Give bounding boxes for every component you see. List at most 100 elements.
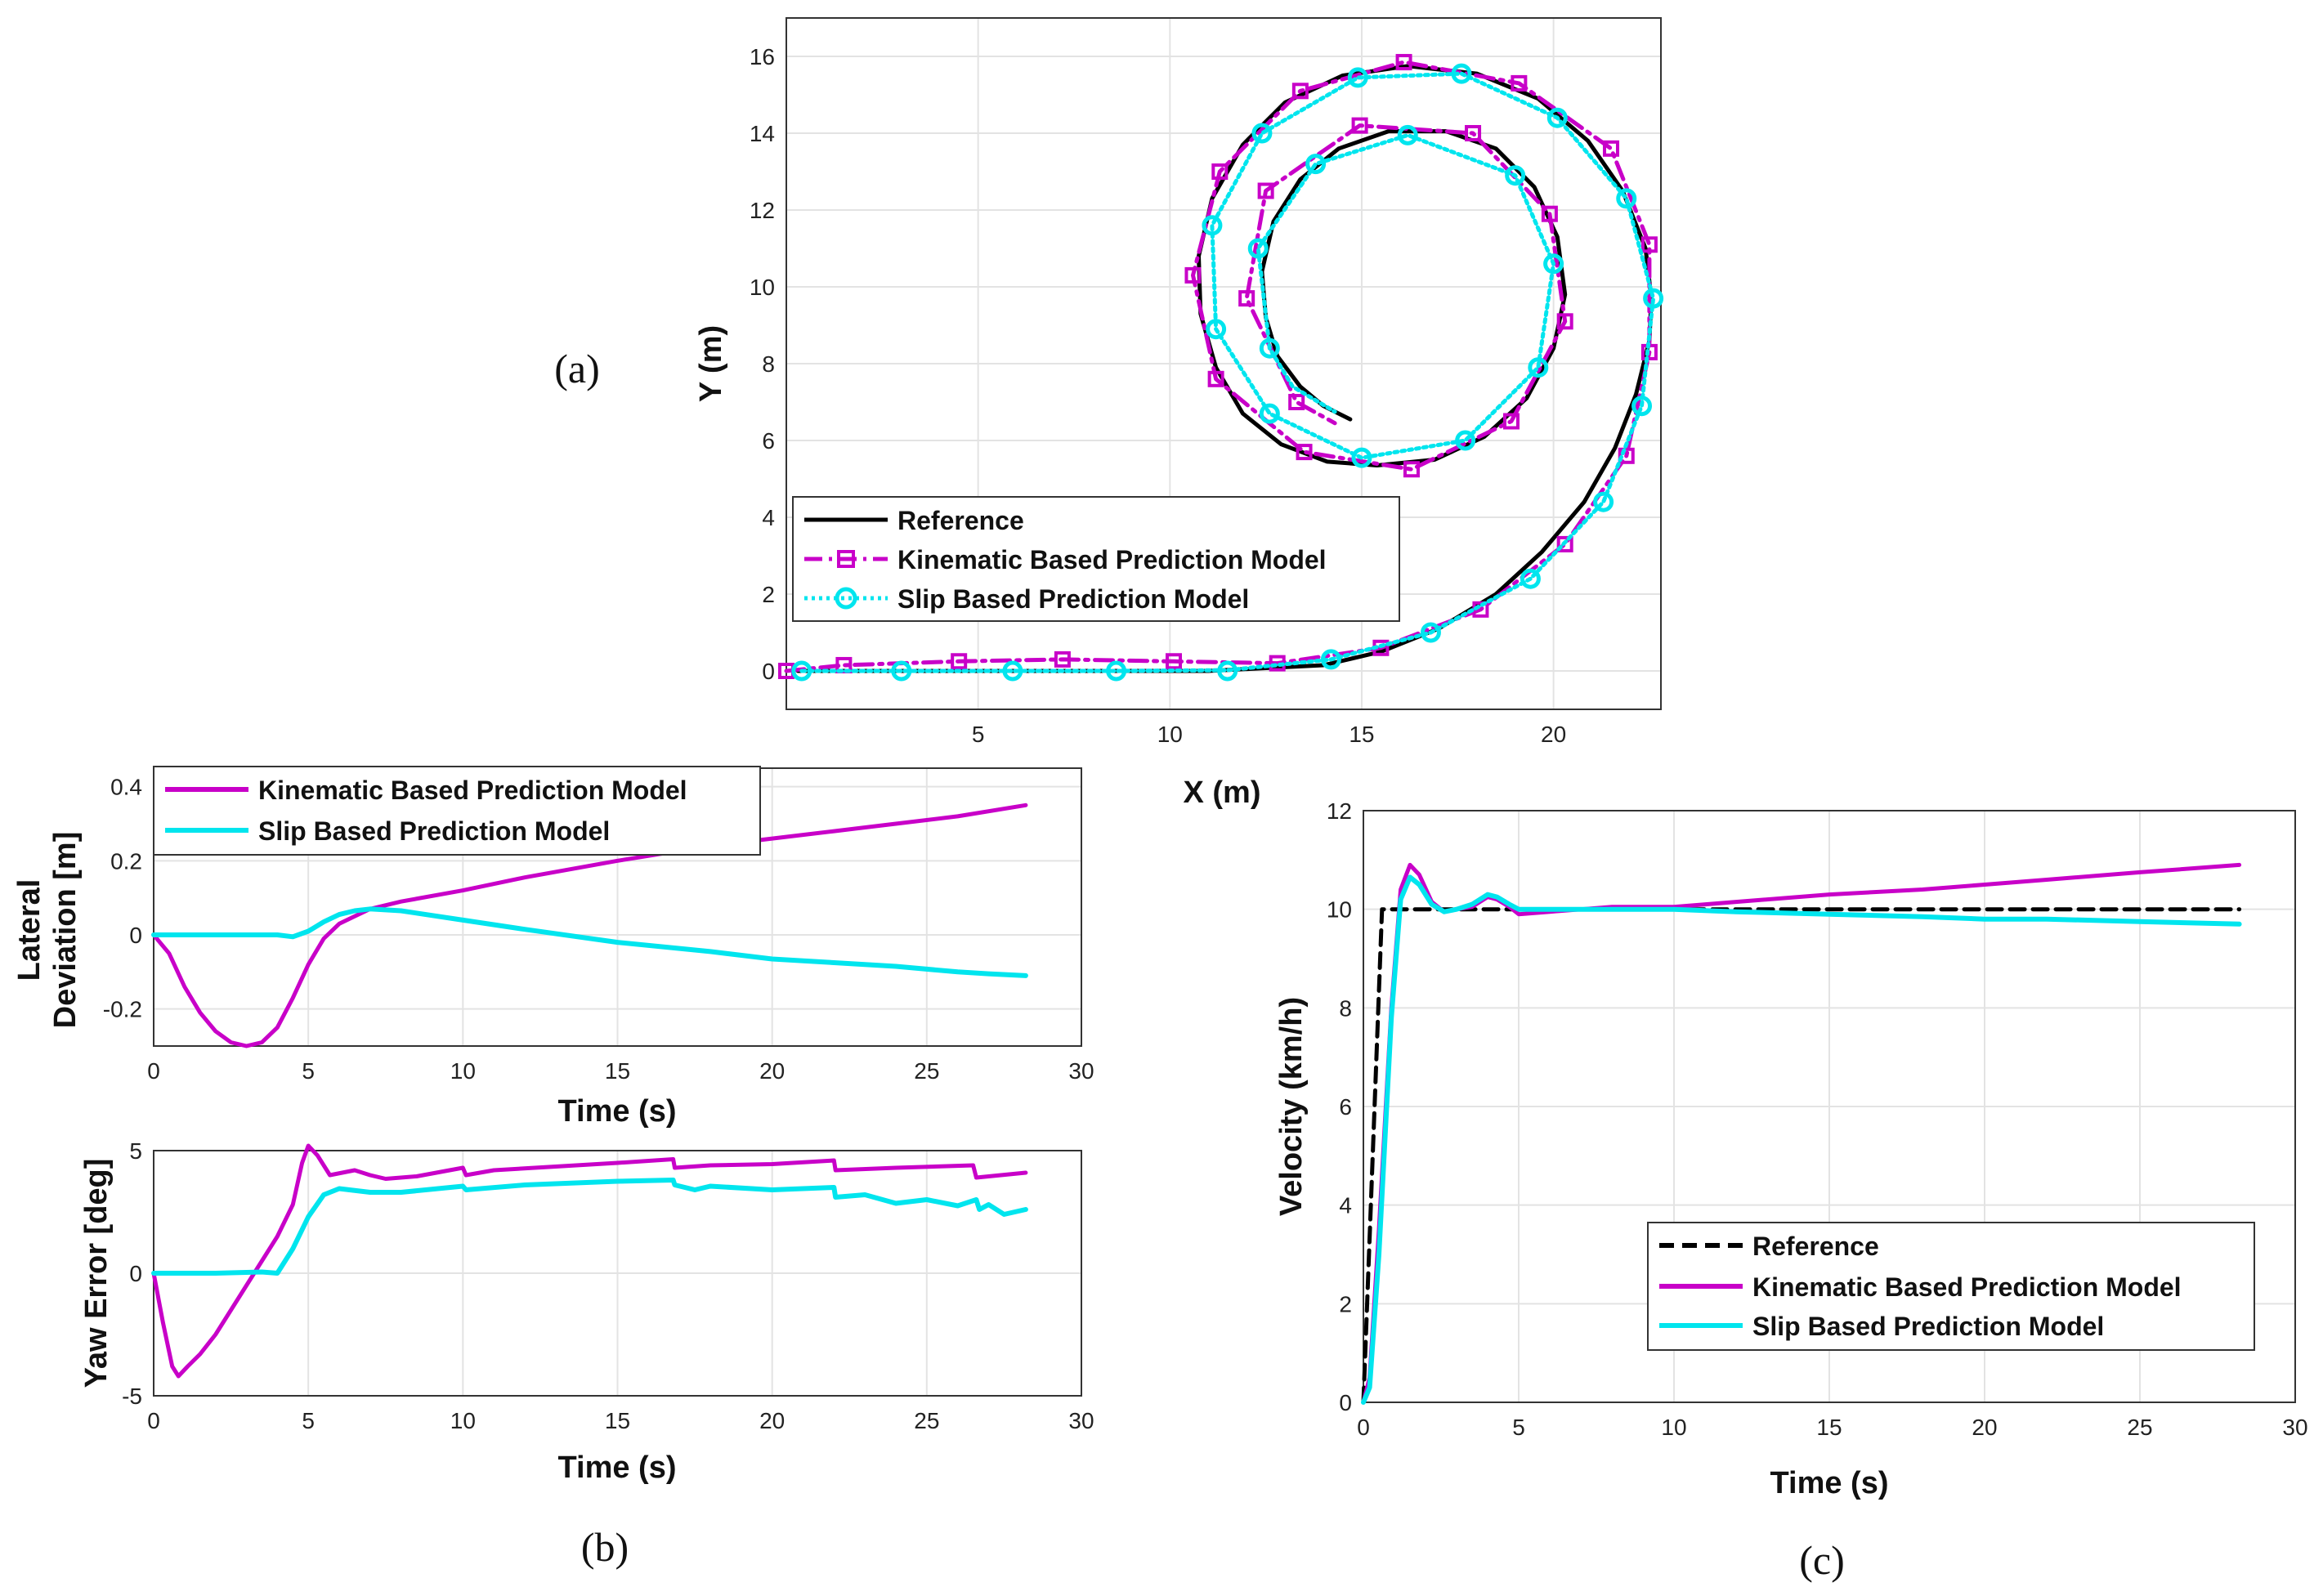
c-xtick-label: 0	[1357, 1415, 1370, 1440]
a-kinematic-marker	[1640, 236, 1658, 253]
velocity-legend-box	[1647, 1222, 2255, 1351]
b1-ytick-label: 0.2	[110, 848, 142, 874]
velocity-xlabel: Time (s)	[1770, 1466, 1888, 1500]
a-slip-marker	[1520, 568, 1541, 589]
a-slip-marker	[891, 660, 912, 682]
b2-xtick-label: 10	[450, 1408, 476, 1433]
a-kinematic-marker	[1602, 140, 1619, 157]
b2-xtick-label: 30	[1068, 1408, 1094, 1433]
yaw-error-grid	[153, 1150, 1082, 1397]
a-slip-marker	[1397, 124, 1418, 145]
lateral-deviation-xlabel: Time (s)	[557, 1094, 676, 1129]
a-ytick-label: 6	[762, 428, 775, 454]
a-slip-marker	[1347, 67, 1368, 88]
lateral-deviation-ylabel-line1: Lateral	[12, 879, 47, 981]
lateral-deviation-ylabel-line2: Deviation [m]	[48, 832, 83, 1029]
legend-a-reference-label: Reference	[897, 506, 1024, 535]
legend-c-slip-label: Slip Based Prediction Model	[1752, 1312, 2104, 1341]
a-kinematic-marker	[1502, 413, 1520, 430]
a-slip-marker	[791, 660, 812, 682]
a-kinematic-marker	[1184, 266, 1202, 284]
legend-a-kinematic-label: Kinematic Based Prediction Model	[897, 545, 1327, 574]
trajectory-plot: 5 10 15 20 0 2 4 6 8 10 12 14 16 X (m) Y (m) Referen…	[694, 17, 1664, 810]
a-slip-marker	[1202, 215, 1223, 236]
a-kinematic-marker	[1207, 370, 1224, 387]
b1-ytick-label: -0.2	[103, 997, 142, 1022]
legend-b-kinematic-label: Kinematic Based Prediction Model	[258, 776, 687, 805]
a-slip-marker	[1247, 238, 1269, 259]
yaw-error-ylabel: Yaw Error [deg]	[79, 1159, 114, 1388]
legend-c-kinematic-label: Kinematic Based Prediction Model	[1752, 1272, 2182, 1302]
lateral-deviation-legend-box	[153, 766, 761, 856]
a-slip-marker	[1528, 357, 1549, 378]
a-slip-marker	[1217, 660, 1238, 682]
trajectory-legend: Reference Kinematic Based Prediction Mod…	[792, 496, 1400, 622]
b1-xtick-label: 5	[302, 1058, 315, 1084]
a-kinematic-marker	[951, 653, 968, 670]
velocity-series	[1361, 862, 2242, 1405]
velocity-plot: 0 5 10 15 20 25 30 0 2 4 6 8 10 12 Time (s) Velocity …	[1274, 798, 2308, 1500]
c-ytick-label: 12	[1327, 798, 1352, 824]
b1-ytick-label: 0	[129, 923, 142, 948]
a-slip-marker	[1259, 338, 1280, 359]
a-slip-marker	[1002, 660, 1023, 682]
trajectory-legend-box	[792, 496, 1400, 622]
a-slip-marker	[1631, 396, 1653, 417]
c-xtick-label: 30	[2282, 1415, 2307, 1440]
a-kinematic-line	[784, 60, 1652, 673]
lateral-deviation-legend: Kinematic Based Prediction Model Slip Ba…	[153, 766, 761, 856]
a-ytick-label: 14	[750, 121, 775, 146]
c-xtick-label: 5	[1512, 1415, 1525, 1440]
c-ytick-label: 8	[1339, 995, 1352, 1021]
a-slip-marker	[1643, 288, 1664, 309]
trajectory-ylabel: Y (m)	[694, 325, 728, 402]
a-ytick-label: 0	[762, 659, 775, 684]
panel-label-a: (a)	[554, 346, 600, 391]
c-ytick-label: 6	[1339, 1094, 1352, 1120]
lateral-deviation-series	[151, 802, 1028, 1048]
a-kinematic-marker	[1541, 205, 1558, 222]
b2-xtick-label: 5	[302, 1408, 315, 1433]
a-kinematic-marker	[1291, 83, 1309, 100]
a-slip-marker	[1305, 154, 1327, 175]
a-kinematic-marker	[1395, 54, 1412, 71]
b1-xtick-label: 25	[914, 1058, 939, 1084]
b2-xtick-label: 25	[914, 1408, 939, 1433]
b1-xtick-label: 10	[450, 1058, 476, 1084]
a-slip-marker	[1593, 491, 1614, 512]
legend-b-slip-label: Slip Based Prediction Model	[258, 816, 610, 846]
b1-xtick-label: 20	[759, 1058, 785, 1084]
a-ytick-label: 16	[750, 44, 775, 69]
b2-ytick-label: 0	[129, 1261, 142, 1286]
b1-xtick-label: 0	[147, 1058, 160, 1084]
a-ytick-label: 10	[750, 275, 775, 300]
b2-ytick-label: 5	[129, 1138, 142, 1164]
a-slip-marker	[1543, 253, 1564, 275]
a-kinematic-marker	[1403, 461, 1420, 478]
a-ytick-label: 2	[762, 582, 775, 607]
c-ytick-label: 2	[1339, 1291, 1352, 1317]
trajectory-axes-frame	[786, 17, 1662, 710]
c-xtick-label: 10	[1661, 1415, 1686, 1440]
c-xtick-label: 20	[1972, 1415, 1997, 1440]
a-xtick-label: 5	[972, 722, 985, 747]
a-kinematic-marker	[1511, 74, 1528, 92]
a-slip-marker	[1206, 319, 1227, 340]
trajectory-xlabel: X (m)	[1184, 776, 1261, 810]
panel-label-b: (b)	[581, 1524, 629, 1570]
velocity-ylabel: Velocity (km/h)	[1274, 997, 1309, 1216]
a-slip-marker	[1320, 649, 1341, 670]
a-kinematic-marker	[1556, 313, 1573, 330]
b2-ytick-label: -5	[122, 1384, 142, 1409]
a-xtick-label: 15	[1349, 722, 1374, 747]
lateral-deviation-plot: 0 5 10 15 20 25 30 -0.2 0 0.2 0.4 Time (s) Lateral…	[12, 766, 1094, 1129]
yaw-error-ticks: 0 5 10 15 20 25 30-505	[122, 1138, 1094, 1433]
a-xtick-label: 20	[1541, 722, 1566, 747]
a-slip-marker	[1251, 123, 1273, 144]
b1-xtick-label: 15	[605, 1058, 630, 1084]
a-xtick-label: 10	[1157, 722, 1183, 747]
panel-label-c: (c)	[1799, 1537, 1845, 1583]
a-kinematic-marker	[1296, 444, 1313, 461]
c-slip-line	[1361, 874, 2242, 1405]
